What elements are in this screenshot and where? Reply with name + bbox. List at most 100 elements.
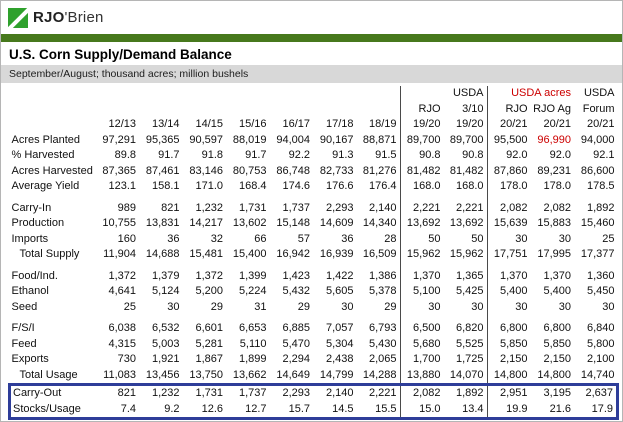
col-header-16/17: 16/17 — [282, 118, 310, 130]
value-cell: 92.0 — [549, 149, 571, 161]
value-cell: 15,481 — [189, 248, 223, 260]
value-cell: 90,167 — [319, 133, 354, 146]
value-cell: 4,641 — [108, 285, 136, 297]
row-label: % Harvested — [11, 149, 75, 161]
row-label: Feed — [11, 337, 37, 350]
value-cell: 13,456 — [145, 368, 180, 381]
value-cell: 17.9 — [574, 401, 619, 420]
value-cell: 2,082 — [486, 200, 531, 216]
value-cell: 29 — [297, 300, 310, 313]
value-cell: 14,609 — [319, 217, 354, 229]
value-cell: 5,400 — [486, 284, 531, 300]
table-row: Exports 730 1,921 1,867 1,899 2,294 2,438 2,065… — [10, 352, 618, 368]
col-header-blank — [486, 86, 531, 102]
col-header-blank — [313, 86, 357, 102]
table-row: Acres Harvested 87,365 87,461 83,146 80,753 8… — [10, 163, 618, 179]
value-cell: 15,962 — [399, 247, 444, 263]
value-cell: 1,867 — [195, 353, 223, 365]
value-cell: 90.8 — [462, 149, 484, 161]
value-cell: 13,750 — [189, 368, 223, 381]
value-cell: 5,304 — [325, 337, 354, 350]
page-subtitle: September/August; thousand acres; millio… — [1, 65, 622, 83]
spacer-row — [10, 315, 618, 321]
value-cell: 15.0 — [399, 401, 444, 420]
row-label: Carry-Out — [8, 383, 96, 402]
spacer-row — [10, 194, 618, 201]
value-cell: 11,083 — [103, 368, 136, 381]
value-cell: 2,140 — [368, 201, 397, 214]
value-cell: 2,140 — [313, 383, 357, 402]
col-header-3/10: 3/10 — [462, 102, 484, 115]
value-cell: 87,860 — [486, 163, 531, 179]
value-cell: 30 — [471, 300, 484, 313]
value-cell: 30 — [558, 300, 571, 313]
value-cell: 14,340 — [362, 217, 397, 229]
value-cell: 30 — [341, 300, 354, 313]
value-cell: 178.5 — [586, 180, 615, 192]
col-header-blank — [183, 86, 227, 102]
header-row-1: USDA USDA acres USDA — [10, 86, 618, 102]
col-header-blank — [270, 86, 314, 102]
col-header-blank — [270, 102, 314, 118]
value-cell: 10,755 — [102, 217, 136, 229]
value-cell: 15.7 — [269, 401, 313, 420]
value-cell: 57 — [297, 232, 310, 245]
value-cell: 5,378 — [368, 285, 397, 297]
value-cell: 7,057 — [325, 322, 354, 334]
value-cell: 176.6 — [325, 180, 354, 192]
value-cell: 5,450 — [586, 285, 615, 297]
value-cell: 2,082 — [399, 383, 444, 402]
table-row: Food/Ind. 1,372 1,379 1,372 1,399 1,423 1,422 1… — [10, 268, 618, 284]
value-cell: 6,885 — [282, 322, 310, 334]
row-label: F/S/I — [11, 322, 35, 334]
value-cell: 174.6 — [282, 180, 310, 192]
value-cell: 19.9 — [486, 401, 531, 420]
col-header-19/20: 19/20 — [399, 117, 444, 133]
table-row: Total Supply 11,904 14,688 15,481 15,400 16,9… — [10, 247, 618, 263]
value-cell: 97,291 — [102, 133, 136, 146]
value-cell: 730 — [117, 353, 136, 365]
logo-text: RJO'Brien — [33, 9, 104, 26]
col-header-RJO: RJO — [486, 101, 531, 117]
row-label: Production — [11, 217, 65, 229]
table-row: F/S/I 6,038 6,532 6,601 6,653 6,885 7,057 6,793… — [10, 321, 618, 337]
value-cell: 16,939 — [319, 248, 354, 260]
col-header-18/19: 18/19 — [368, 118, 397, 130]
col-header-blank — [139, 86, 183, 102]
header-label-spacer — [10, 117, 96, 133]
value-cell: 1,372 — [195, 269, 223, 282]
value-cell: 30 — [486, 231, 531, 247]
row-label: Carry-In — [11, 201, 52, 214]
value-cell: 91.5 — [375, 149, 397, 161]
value-cell: 5,400 — [543, 285, 571, 297]
value-cell: 1,370 — [543, 269, 571, 282]
value-cell: 15,962 — [449, 248, 484, 260]
value-cell: 1,365 — [455, 269, 484, 282]
logo-text-bold: RJO — [33, 9, 65, 26]
value-cell: 821 — [161, 201, 180, 214]
value-cell: 83,146 — [189, 164, 223, 177]
value-cell: 6,601 — [195, 322, 223, 334]
value-cell: 15,400 — [232, 248, 267, 260]
value-cell: 5,100 — [399, 284, 444, 300]
value-cell: 14,800 — [486, 367, 531, 385]
value-cell: 14,740 — [580, 368, 615, 381]
value-cell: 25 — [602, 232, 615, 245]
value-cell: 178.0 — [486, 179, 531, 195]
value-cell: 13,662 — [232, 368, 267, 381]
col-header-14/15: 14/15 — [195, 118, 223, 130]
row-label: Total Usage — [19, 368, 78, 381]
value-cell: 1,725 — [455, 353, 484, 365]
value-cell: 17,751 — [486, 247, 531, 263]
col-header-blank — [96, 102, 140, 118]
col-header-blank — [357, 86, 401, 102]
value-cell: 36 — [167, 232, 180, 245]
col-header-12/13: 12/13 — [108, 118, 136, 130]
col-header-USDA: USDA — [583, 87, 615, 99]
value-cell: 13,602 — [232, 217, 267, 229]
value-cell: 91.3 — [332, 149, 354, 161]
value-cell: 90.8 — [399, 148, 444, 164]
table-row: % Harvested 89.8 91.7 91.8 91.7 92.2 91.3 91.5 9… — [10, 148, 618, 164]
value-cell: 5,110 — [239, 337, 267, 350]
row-label: Total Supply — [19, 248, 80, 260]
